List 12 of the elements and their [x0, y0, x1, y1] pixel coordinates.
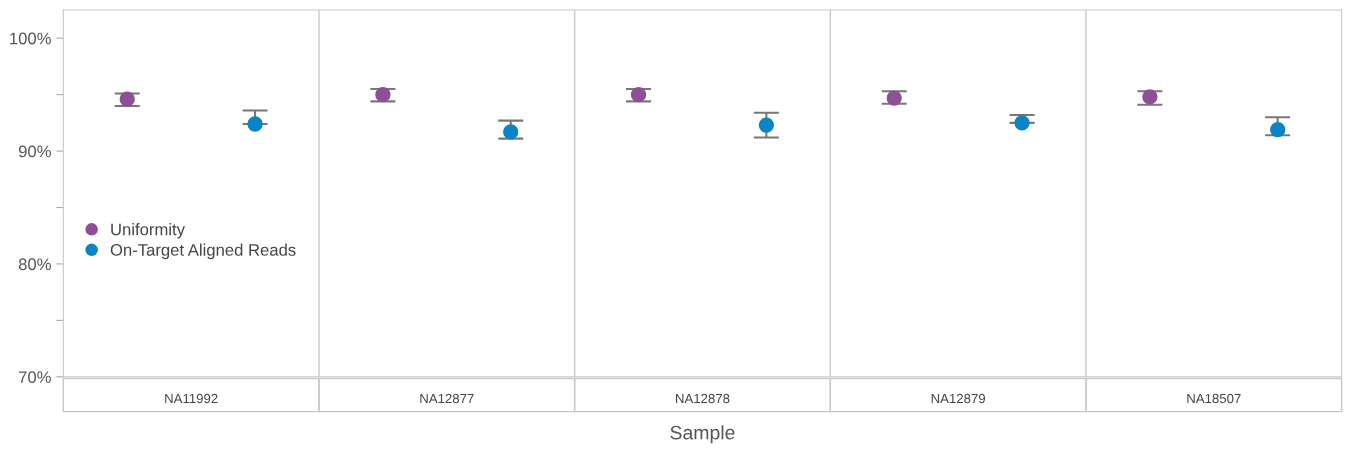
x-tick-label: NA12879	[931, 393, 986, 404]
y-tick-label: 90%	[18, 145, 51, 158]
x-tick-label: NA12878	[676, 393, 730, 404]
y-tick-label: 70%	[19, 371, 51, 384]
y-tick-label: 100%	[10, 32, 51, 45]
x-tick-label: NA18507	[1187, 393, 1241, 404]
x-axis-title: Sample	[670, 425, 735, 444]
y-tick-label: 80%	[18, 258, 51, 271]
x-tick-label: NA11992	[165, 393, 218, 404]
x-tick-label: NA12877	[420, 393, 474, 404]
legend-label: On-Target Aligned Reads	[110, 243, 296, 260]
legend-label: Uniformity	[111, 223, 185, 239]
